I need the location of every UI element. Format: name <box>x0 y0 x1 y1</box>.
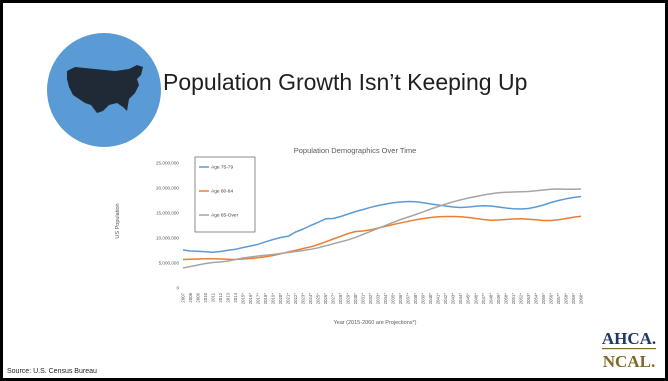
legend-box <box>194 156 256 233</box>
x-tick-label: 2033* <box>376 293 381 305</box>
slide-title: Population Growth Isn’t Keeping Up <box>163 69 528 95</box>
population-chart: Population Demographics Over Time 0 5,000… <box>115 146 583 326</box>
y-tick-label: 0 <box>176 286 179 291</box>
x-tick-label: 2023* <box>301 293 306 305</box>
x-tick-label: 2060* <box>578 293 583 305</box>
x-tick-label: 2007 <box>180 292 185 302</box>
x-tick-label: 2030* <box>353 293 358 305</box>
x-tick-label: 2020* <box>278 293 283 305</box>
x-tick-label: 2013 <box>225 292 230 302</box>
x-tick-label: 2057* <box>556 293 561 305</box>
x-tick-label: 2048* <box>488 293 493 305</box>
x-tick-label: 2021* <box>286 293 291 305</box>
y-tick-label: 20,000,000 <box>156 186 179 191</box>
x-tick-label: 2045* <box>466 293 471 305</box>
x-tick-label: 2043* <box>451 293 456 305</box>
chart-legend: Age 75-79 Age 80-84 Age 85-Over <box>194 156 256 233</box>
x-tick-label: 2047* <box>481 293 486 305</box>
x-tick-label: 2010 <box>203 292 208 302</box>
x-tick-label: 2016* <box>248 293 253 305</box>
logo-divider <box>602 348 656 350</box>
x-tick-label: 2046* <box>473 293 478 305</box>
x-tick-label: 2054* <box>533 293 538 305</box>
x-tick-label: 2056* <box>548 293 553 305</box>
x-tick-label: 2058* <box>563 293 568 305</box>
x-tick-label: 2039* <box>421 293 426 305</box>
x-tick-label: 2022* <box>293 293 298 305</box>
legend-item: Age 85-Over <box>211 213 239 219</box>
x-tick-label: 2026* <box>323 293 328 305</box>
x-tick-label: 2052* <box>518 293 523 305</box>
x-tick-label: 2055* <box>541 293 546 305</box>
x-axis-title: Year (2015-2060 are Projections*) <box>334 320 417 326</box>
x-tick-label: 2040* <box>428 293 433 305</box>
x-tick-label: 2042* <box>443 293 448 305</box>
y-axis: 0 5,000,000 10,000,000 15,000,000 20,000,000… <box>156 161 179 291</box>
x-tick-label: 2053* <box>526 293 531 305</box>
x-tick-label: 2015* <box>240 293 245 305</box>
x-tick-label: 2028* <box>338 293 343 305</box>
x-tick-label: 2044* <box>458 293 463 305</box>
y-axis-title: US Population <box>115 203 121 238</box>
x-tick-label: 2009 <box>195 292 200 302</box>
x-tick-label: 2018* <box>263 293 268 305</box>
x-tick-label: 2027* <box>331 293 336 305</box>
x-tick-label: 2038* <box>413 293 418 305</box>
series-line-age-75-79 <box>182 195 582 254</box>
x-tick-label: 2011 <box>210 292 215 302</box>
x-tick-label: 2029* <box>346 293 351 305</box>
ahca-ncal-logo: AHCA. NCAL. <box>602 329 656 371</box>
x-axis: 2007 2008 2009 2010 2011 2012 2013 2014 2015* 201… <box>180 292 583 304</box>
x-tick-label: 2008 <box>188 292 193 302</box>
y-tick-label: 5,000,000 <box>159 261 180 266</box>
x-tick-label: 2019* <box>271 293 276 305</box>
logo-ncal-text: NCAL. <box>603 352 655 371</box>
usa-map-icon <box>47 33 161 147</box>
x-tick-label: 2014 <box>233 292 238 302</box>
chart-title: Population Demographics Over Time <box>294 146 417 155</box>
x-tick-label: 2024* <box>308 293 313 305</box>
y-tick-label: 10,000,000 <box>156 236 179 241</box>
x-tick-label: 2035* <box>391 293 396 305</box>
x-tick-label: 2041* <box>436 293 441 305</box>
y-tick-label: 25,000,000 <box>156 161 179 166</box>
x-tick-label: 2049* <box>496 293 501 305</box>
x-tick-label: 2037* <box>406 293 411 305</box>
x-tick-label: 2012 <box>218 292 223 302</box>
x-tick-label: 2051* <box>511 293 516 305</box>
source-note: Source: U.S. Census Bureau <box>5 367 99 376</box>
logo-ahca-text: AHCA. <box>602 329 656 348</box>
x-tick-label: 2059* <box>571 293 576 305</box>
legend-item: Age 80-84 <box>211 189 233 195</box>
x-tick-label: 2050* <box>503 293 508 305</box>
x-tick-label: 2017* <box>255 293 260 305</box>
x-tick-label: 2025* <box>316 293 321 305</box>
x-tick-label: 2036* <box>398 293 403 305</box>
x-tick-label: 2032* <box>368 293 373 305</box>
x-tick-label: 2031* <box>361 293 366 305</box>
plot-area <box>182 188 582 269</box>
series-line-age-85-over <box>182 188 582 269</box>
slide: Population Growth Isn’t Keeping Up Popul… <box>3 3 665 378</box>
x-tick-label: 2034* <box>383 293 388 305</box>
legend-item: Age 75-79 <box>211 165 233 171</box>
y-tick-label: 15,000,000 <box>156 211 179 216</box>
